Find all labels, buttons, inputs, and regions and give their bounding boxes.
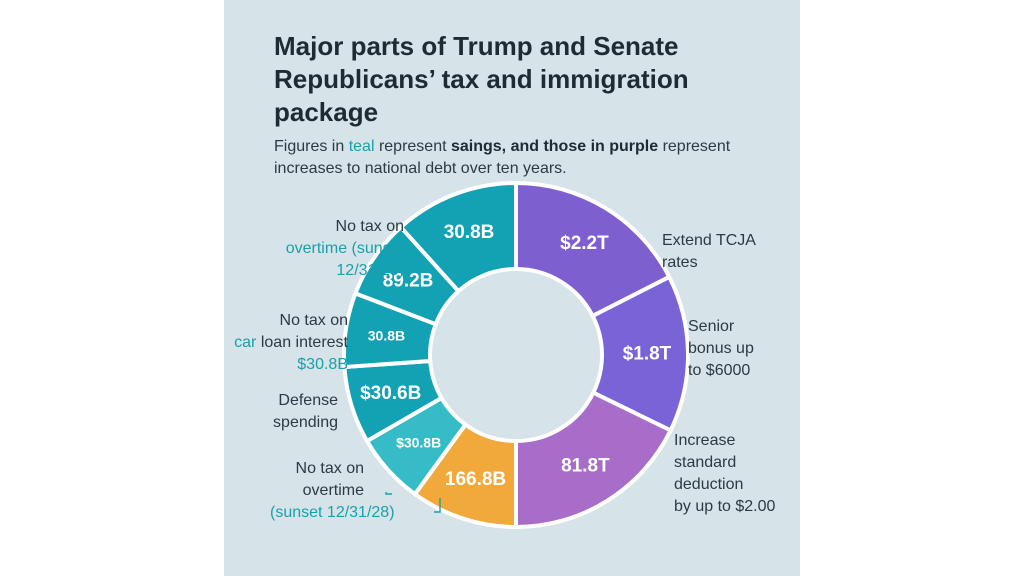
donut-segment-8 — [398, 180, 518, 294]
donut-segment-2 — [514, 390, 674, 530]
leader-line-overtime-bottom — [385, 492, 392, 495]
label-car-line-3: $30.8B — [297, 356, 348, 373]
subtitle-part-2: represent — [374, 138, 451, 155]
label-defense: Defense spending — [224, 390, 338, 434]
label-overtime-top: No tax on overtime (sunset 12/31/28) — [244, 216, 404, 282]
label-overtime-bottom-sunset: (sunset 12/31/28) — [270, 502, 395, 524]
label-leader-lines — [385, 492, 441, 513]
segment-value-label-4: $30.8B — [396, 435, 441, 451]
label-senior-line-2: bonus up — [688, 340, 754, 357]
donut-segments: $2.2T $1.8T 81.8T 166.8B $30.8B $30.6B 30.8B 89… — [342, 180, 690, 530]
label-ot-bottom-line-3: (sunset 12/31/28) — [270, 504, 395, 521]
segment-value-label-1: $1.8T — [623, 343, 672, 364]
label-increase-line-1: Increase — [674, 432, 736, 449]
label-increase-deduction: Increase standard deduction by up to $2.… — [674, 430, 775, 518]
label-defense-line-2: spending — [273, 414, 338, 431]
label-extend-line-2: rates — [662, 254, 698, 271]
label-ot-bottom-line-1: No tax on — [295, 460, 364, 477]
chart-title: Major parts of Trump and Senate Republic… — [274, 31, 689, 127]
segment-value-label-5: $30.6B — [360, 383, 421, 404]
label-senior-line-3: to $6000 — [688, 362, 751, 379]
label-extend-line-1: Extend TCJA — [662, 232, 756, 249]
segment-value-label-2: 81.8T — [561, 456, 610, 477]
label-extend-tcja: Extend TCJA rates — [662, 230, 756, 274]
label-overtime-bottom: No tax on overtime — [224, 458, 364, 502]
segment-value-label-3: 166.8B — [445, 469, 506, 490]
label-car-teal-word: car — [234, 334, 257, 351]
label-ot-bottom-line-2: overtime — [302, 482, 364, 499]
segment-value-label-6: 30.8B — [368, 328, 405, 344]
donut-chart: $2.2T $1.8T 81.8T 166.8B $30.8B $30.6B 30.8B 89… — [342, 180, 690, 530]
segment-value-label-0: $2.2T — [560, 233, 609, 254]
subtitle-bold: saings, and those in purple — [450, 138, 659, 155]
subtitle-part-3: represent increases to national debt ove… — [274, 138, 731, 177]
label-increase-line-3: deduction — [674, 476, 744, 493]
subtitle-part-1: Figures in — [274, 138, 349, 155]
label-increase-line-4: by up to $2.00 — [674, 498, 776, 515]
segment-value-label-7: 89.2B — [383, 270, 434, 291]
label-car-loan: No tax on car loan interest $30.8B — [224, 310, 348, 376]
label-car-line-1: No tax on — [279, 312, 348, 329]
label-car-line-2: car loan interest — [224, 332, 348, 354]
label-ot-top-line-3: 12/31/28) — [336, 262, 404, 279]
label-ot-top-line-2: overtime (sunset — [285, 240, 404, 257]
label-senior-bonus: Senior bonus up to $6000 — [688, 316, 754, 382]
infographic-panel: Major parts of Trump and Senate Republic… — [224, 0, 800, 576]
segment-value-label-8: 30.8B — [444, 222, 495, 243]
donut-segment-0 — [514, 180, 672, 319]
subtitle-teal-word: teal — [348, 138, 375, 155]
label-senior-line-1: Senior — [688, 318, 735, 335]
label-increase-line-2: standard — [674, 454, 737, 471]
leader-line-overtime-bottom-2 — [434, 498, 441, 513]
chart-subtitle: Figures in teal represent saings, and th… — [274, 136, 794, 180]
label-ot-top-line-1: No tax on — [335, 218, 404, 235]
label-car-rest: loan interest — [256, 334, 348, 351]
label-defense-line-1: Defense — [278, 392, 338, 409]
